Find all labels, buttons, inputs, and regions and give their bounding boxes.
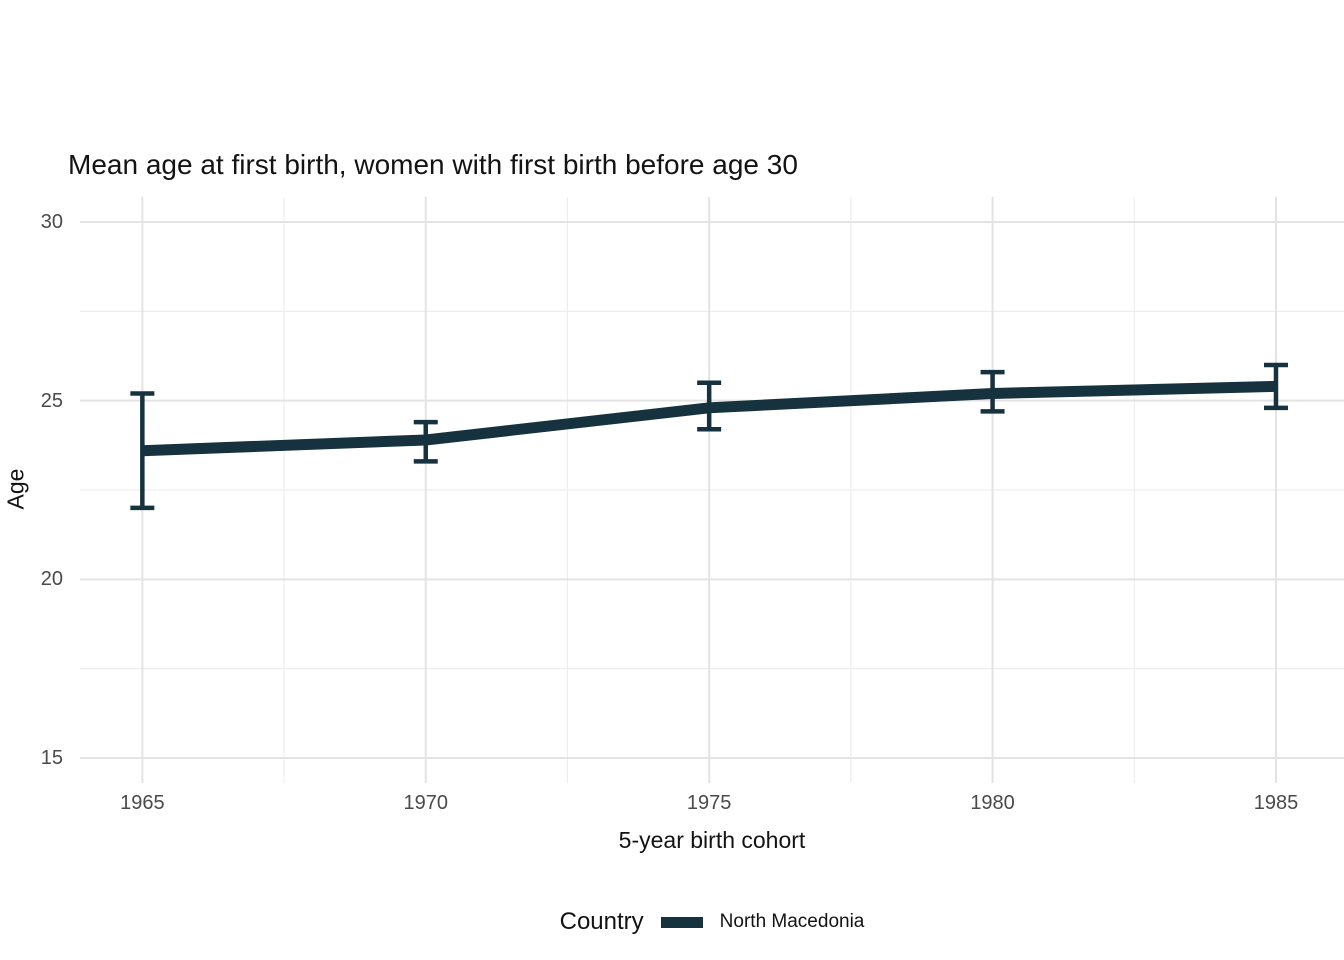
series-line <box>142 380 1277 457</box>
x-axis-title: 5-year birth cohort <box>618 827 806 853</box>
legend: Country North Macedonia <box>80 905 1344 939</box>
y-tick-label: 30 <box>40 211 63 233</box>
y-axis-title: Age <box>2 468 29 510</box>
legend-title: Country <box>559 908 644 935</box>
chart-title: Mean age at first birth, women with firs… <box>68 149 798 180</box>
x-tick-label: 1975 <box>686 792 732 814</box>
y-tick-label: 15 <box>40 746 63 769</box>
y-tick-label: 25 <box>40 389 63 412</box>
legend-line-swatch <box>660 916 703 928</box>
x-tick-label: 1980 <box>970 792 1015 814</box>
y-tick-label: 20 <box>40 568 63 591</box>
plot-panel <box>80 197 1344 783</box>
plot-area-svg <box>80 197 1344 783</box>
legend-series-label: North Macedonia <box>719 911 865 932</box>
x-tick-label: 1970 <box>403 792 449 814</box>
x-tick-label: 1965 <box>120 792 165 814</box>
x-tick-label: 1985 <box>1253 792 1299 814</box>
